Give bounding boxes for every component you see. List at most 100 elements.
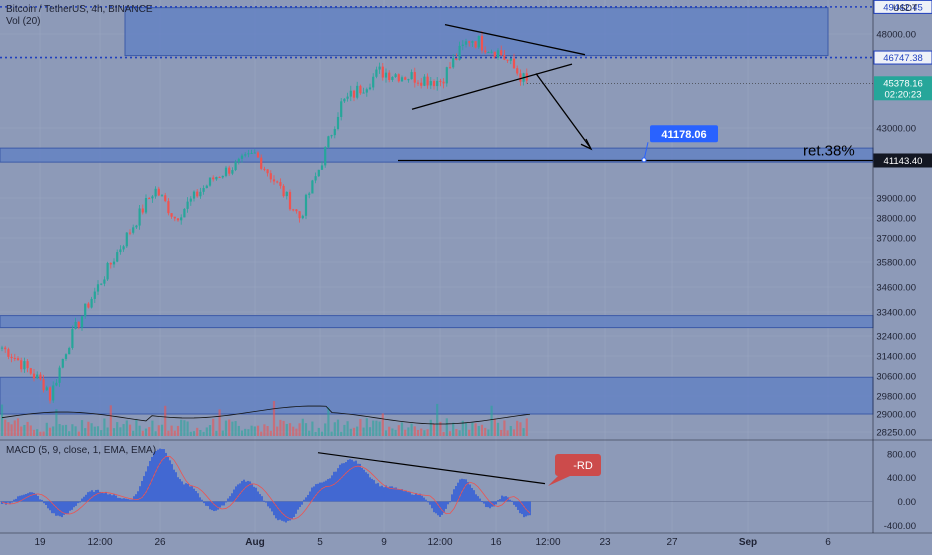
macd-signal-line: [1, 456, 531, 520]
macd-histogram-bar: [329, 478, 331, 502]
macd-histogram-bar: [137, 491, 139, 502]
price-tick-label: 31400.00: [876, 352, 916, 363]
volume-bar: [106, 427, 109, 436]
macd-histogram-bar: [477, 496, 479, 502]
candle: [365, 89, 368, 93]
macd-histogram-bar: [479, 498, 481, 502]
macd-histogram-bar: [489, 501, 491, 509]
macd-histogram-bar: [275, 501, 277, 519]
macd-histogram-bar: [175, 472, 177, 502]
volume-bar: [378, 421, 381, 436]
upper-trendline: [444, 23, 586, 56]
volume-bar: [52, 426, 55, 436]
volume-bar: [87, 421, 90, 436]
candle: [186, 201, 189, 209]
macd-histogram-bar: [131, 499, 133, 502]
macd-histogram-bar: [191, 486, 193, 502]
candle: [391, 76, 394, 81]
volume-bar: [490, 405, 493, 436]
volume-bar: [160, 424, 164, 436]
macd-histogram-bar: [365, 472, 367, 502]
rd-tag[interactable]: [548, 454, 601, 486]
volume-bar: [468, 429, 471, 436]
candle: [4, 347, 7, 350]
macd-histogram-bar: [187, 483, 189, 502]
volume-bar: [71, 424, 74, 436]
volume-bar: [199, 429, 202, 436]
volume-bar: [295, 428, 298, 436]
macd-histogram-bar: [431, 501, 433, 509]
macd-histogram-bar: [463, 479, 465, 502]
volume-bar: [404, 429, 407, 436]
target-price-tag[interactable]: [650, 125, 718, 143]
candle: [23, 361, 26, 370]
macd-histogram-bar: [211, 501, 213, 511]
price-tick-label: 35800.00: [876, 258, 916, 269]
macd-histogram-bar: [205, 501, 207, 506]
macd-histogram-bar: [459, 479, 461, 502]
macd-histogram-bar: [249, 481, 251, 502]
macd-histogram-bar: [45, 501, 47, 505]
macd-tick-label: 800.00: [887, 449, 916, 460]
volume-bar: [224, 420, 228, 436]
volume-bar: [39, 431, 42, 436]
candle: [452, 58, 455, 68]
volume-bar: [10, 424, 13, 436]
candle: [410, 72, 413, 80]
macd-histogram-bar: [27, 493, 29, 502]
volume-bar: [464, 422, 468, 436]
volume-bar: [64, 424, 68, 436]
candle: [93, 291, 96, 299]
price-tick-label: 33400.00: [876, 308, 916, 319]
volume-bar: [48, 427, 52, 436]
candle: [167, 201, 170, 214]
macd-histogram-bar: [321, 482, 323, 502]
macd-histogram-bar: [437, 501, 439, 516]
candle: [343, 98, 346, 102]
macd-histogram-bar: [81, 498, 83, 502]
macd-histogram-bar: [441, 501, 443, 515]
macd-histogram-bar: [209, 501, 211, 510]
volume-bar: [237, 425, 240, 436]
macd-histogram-bar: [167, 456, 169, 502]
candle: [407, 79, 410, 81]
macd-histogram-bar: [195, 491, 197, 502]
volume-bar: [346, 421, 349, 436]
macd-histogram-bar: [21, 495, 23, 502]
candle: [256, 152, 260, 158]
lower-trendline: [411, 63, 573, 110]
volume-bar: [144, 428, 148, 436]
candle: [359, 85, 362, 94]
macd-histogram-bar: [395, 487, 397, 502]
volume-bar: [432, 423, 436, 436]
candle: [320, 165, 324, 170]
candle: [7, 349, 10, 357]
volume-bar: [317, 427, 320, 436]
candle: [458, 45, 461, 60]
candle: [448, 67, 452, 69]
macd-histogram-bar: [493, 501, 495, 507]
volume-bar: [196, 427, 199, 436]
candle: [279, 182, 282, 186]
macd-histogram-bar: [139, 486, 141, 502]
candle: [100, 283, 103, 285]
macd-histogram-bar: [409, 492, 411, 502]
macd-histogram-bar: [309, 491, 311, 502]
macd-histogram-bar: [253, 486, 255, 502]
target-price-text: 41178.06: [661, 129, 706, 141]
macd-histogram-bar: [29, 492, 31, 502]
macd-histogram-bar: [301, 501, 303, 505]
volume-bar: [55, 409, 58, 436]
volume-bar: [151, 420, 154, 436]
volume-bar: [362, 427, 365, 436]
macd-histogram-bar: [127, 499, 129, 502]
macd-histogram-bar: [297, 501, 299, 510]
candle: [327, 136, 330, 148]
volume-bar: [90, 423, 93, 436]
volume-bar: [141, 430, 144, 436]
volume-bar: [80, 420, 84, 436]
macd-histogram-bar: [135, 494, 137, 502]
volume-bar: [442, 431, 445, 436]
macd-histogram-bar: [521, 501, 523, 515]
